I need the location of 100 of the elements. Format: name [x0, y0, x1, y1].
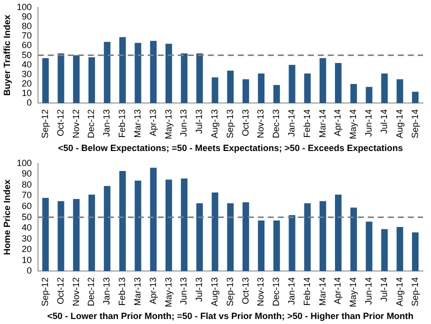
x-tick-label: Apr-13: [148, 109, 158, 136]
y-tick-label: 60: [22, 201, 32, 211]
bar: [304, 203, 311, 272]
bar: [396, 226, 404, 272]
x-tick-label: Sep-12: [40, 277, 50, 306]
bar: [196, 203, 203, 272]
x-tick-label: Feb-13: [117, 277, 128, 306]
bar: [73, 55, 80, 104]
bar: [273, 220, 280, 272]
bar: [180, 178, 188, 272]
x-tick-label: Oct-13: [240, 277, 250, 304]
x-tick-label: Oct-12: [55, 109, 66, 136]
bar: [58, 53, 64, 104]
x-tick-label: Dec-12: [86, 277, 96, 306]
x-tick-label: Aug-14: [394, 109, 404, 138]
x-tick-label: May-14: [348, 109, 358, 140]
bar: [304, 73, 311, 104]
x-tick-label: Mar-14: [317, 109, 328, 138]
y-tick-label: 0: [26, 98, 32, 108]
x-tick-label: May-14: [348, 277, 358, 308]
x-tick-label: Jul-14: [378, 277, 389, 302]
x-tick-label: Sep-13: [224, 109, 235, 138]
y-axis-title: Buyer Traffic Index: [2, 14, 12, 96]
bar: [73, 198, 80, 272]
x-tick-label: Mar-14: [317, 277, 328, 306]
x-tick-label: Oct-12: [55, 277, 66, 304]
bar: [180, 53, 188, 104]
y-tick-label: 10: [22, 88, 32, 98]
bar: [288, 215, 296, 272]
bar: [196, 53, 203, 104]
x-axis-title: <50 - Below Expectations; =50 - Meets Expectations; >50 - Exceeds Expectations: [58, 143, 403, 154]
y-tick-label: 40: [22, 59, 32, 70]
x-tick-label: Jul-13: [194, 109, 204, 134]
bar: [166, 44, 172, 104]
x-tick-label: Feb-14: [302, 109, 312, 138]
x-tick-label: Mar-13: [132, 109, 142, 138]
y-tick-label: 0: [26, 266, 32, 276]
y-tick-label: 20: [22, 244, 32, 254]
x-tick-label: Feb-13: [117, 109, 128, 138]
bar: [119, 37, 126, 104]
x-tick-label: Nov-12: [70, 277, 81, 306]
x-tick-label: Nov-12: [70, 109, 81, 138]
bar: [227, 203, 234, 272]
x-tick-label: Mar-13: [132, 277, 142, 306]
y-tick-label: 100: [16, 158, 32, 168]
x-tick-label: May-13: [163, 277, 174, 308]
bar: [320, 201, 326, 272]
y-tick-label: 70: [22, 30, 32, 41]
x-tick-label: Jun-13: [178, 109, 189, 137]
x-tick-label: Aug-13: [209, 109, 220, 138]
bar: [350, 208, 357, 272]
y-axis-title: Home Price Index: [2, 180, 12, 256]
bar: [227, 70, 234, 104]
x-axis-title: <50 - Lower than Prior Month; =50 - Flat vs Prior Month; >50 - Higher than Prior Month: [47, 311, 414, 322]
y-tick-label: 10: [22, 254, 32, 265]
bar: [242, 202, 250, 272]
bar: [150, 40, 157, 104]
y-tick-label: 30: [22, 68, 32, 79]
bar: [334, 62, 342, 104]
x-tick-label: Oct-13: [240, 109, 250, 136]
bar: [104, 42, 110, 104]
bar: [412, 232, 419, 272]
x-tick-label: Dec-13: [271, 109, 282, 138]
x-tick-label: Jul-13: [194, 277, 204, 302]
bar: [88, 57, 96, 104]
y-tick-label: 60: [22, 40, 32, 50]
y-tick-label: 40: [22, 222, 32, 233]
bar: [258, 220, 264, 272]
x-tick-label: Apr-14: [332, 277, 343, 304]
x-tick-label: Jan-13: [102, 277, 112, 305]
x-tick-label: Jul-14: [378, 109, 389, 134]
bar: [258, 73, 264, 104]
bar: [58, 201, 64, 272]
bar: [42, 198, 49, 272]
x-tick-label: Sep-13: [224, 277, 235, 306]
bar: [42, 58, 49, 104]
y-tick-label: 100: [16, 2, 32, 12]
bar: [381, 229, 388, 272]
x-tick-label: Jun-14: [364, 109, 374, 137]
y-tick-label: 80: [22, 179, 32, 190]
bar: [412, 92, 419, 104]
x-tick-label: Feb-14: [302, 277, 312, 306]
x-tick-label: Nov-13: [256, 277, 266, 306]
x-tick-label: Jun-13: [178, 277, 189, 305]
bar: [212, 192, 218, 272]
x-tick-label: Dec-12: [86, 109, 96, 138]
x-tick-label: Sep-14: [410, 109, 420, 138]
x-tick-label: Aug-13: [209, 277, 220, 306]
bar: [334, 194, 342, 272]
y-tick-label: 80: [22, 21, 32, 32]
bar: [212, 77, 218, 104]
bar: [320, 58, 326, 104]
y-tick-label: 90: [22, 11, 32, 22]
x-tick-label: Nov-13: [256, 109, 266, 138]
y-tick-label: 70: [22, 190, 32, 200]
bar: [288, 64, 296, 104]
bar: [88, 194, 96, 272]
x-tick-label: Sep-14: [410, 277, 420, 306]
x-tick-label: Dec-13: [271, 277, 282, 306]
bar: [134, 42, 142, 104]
